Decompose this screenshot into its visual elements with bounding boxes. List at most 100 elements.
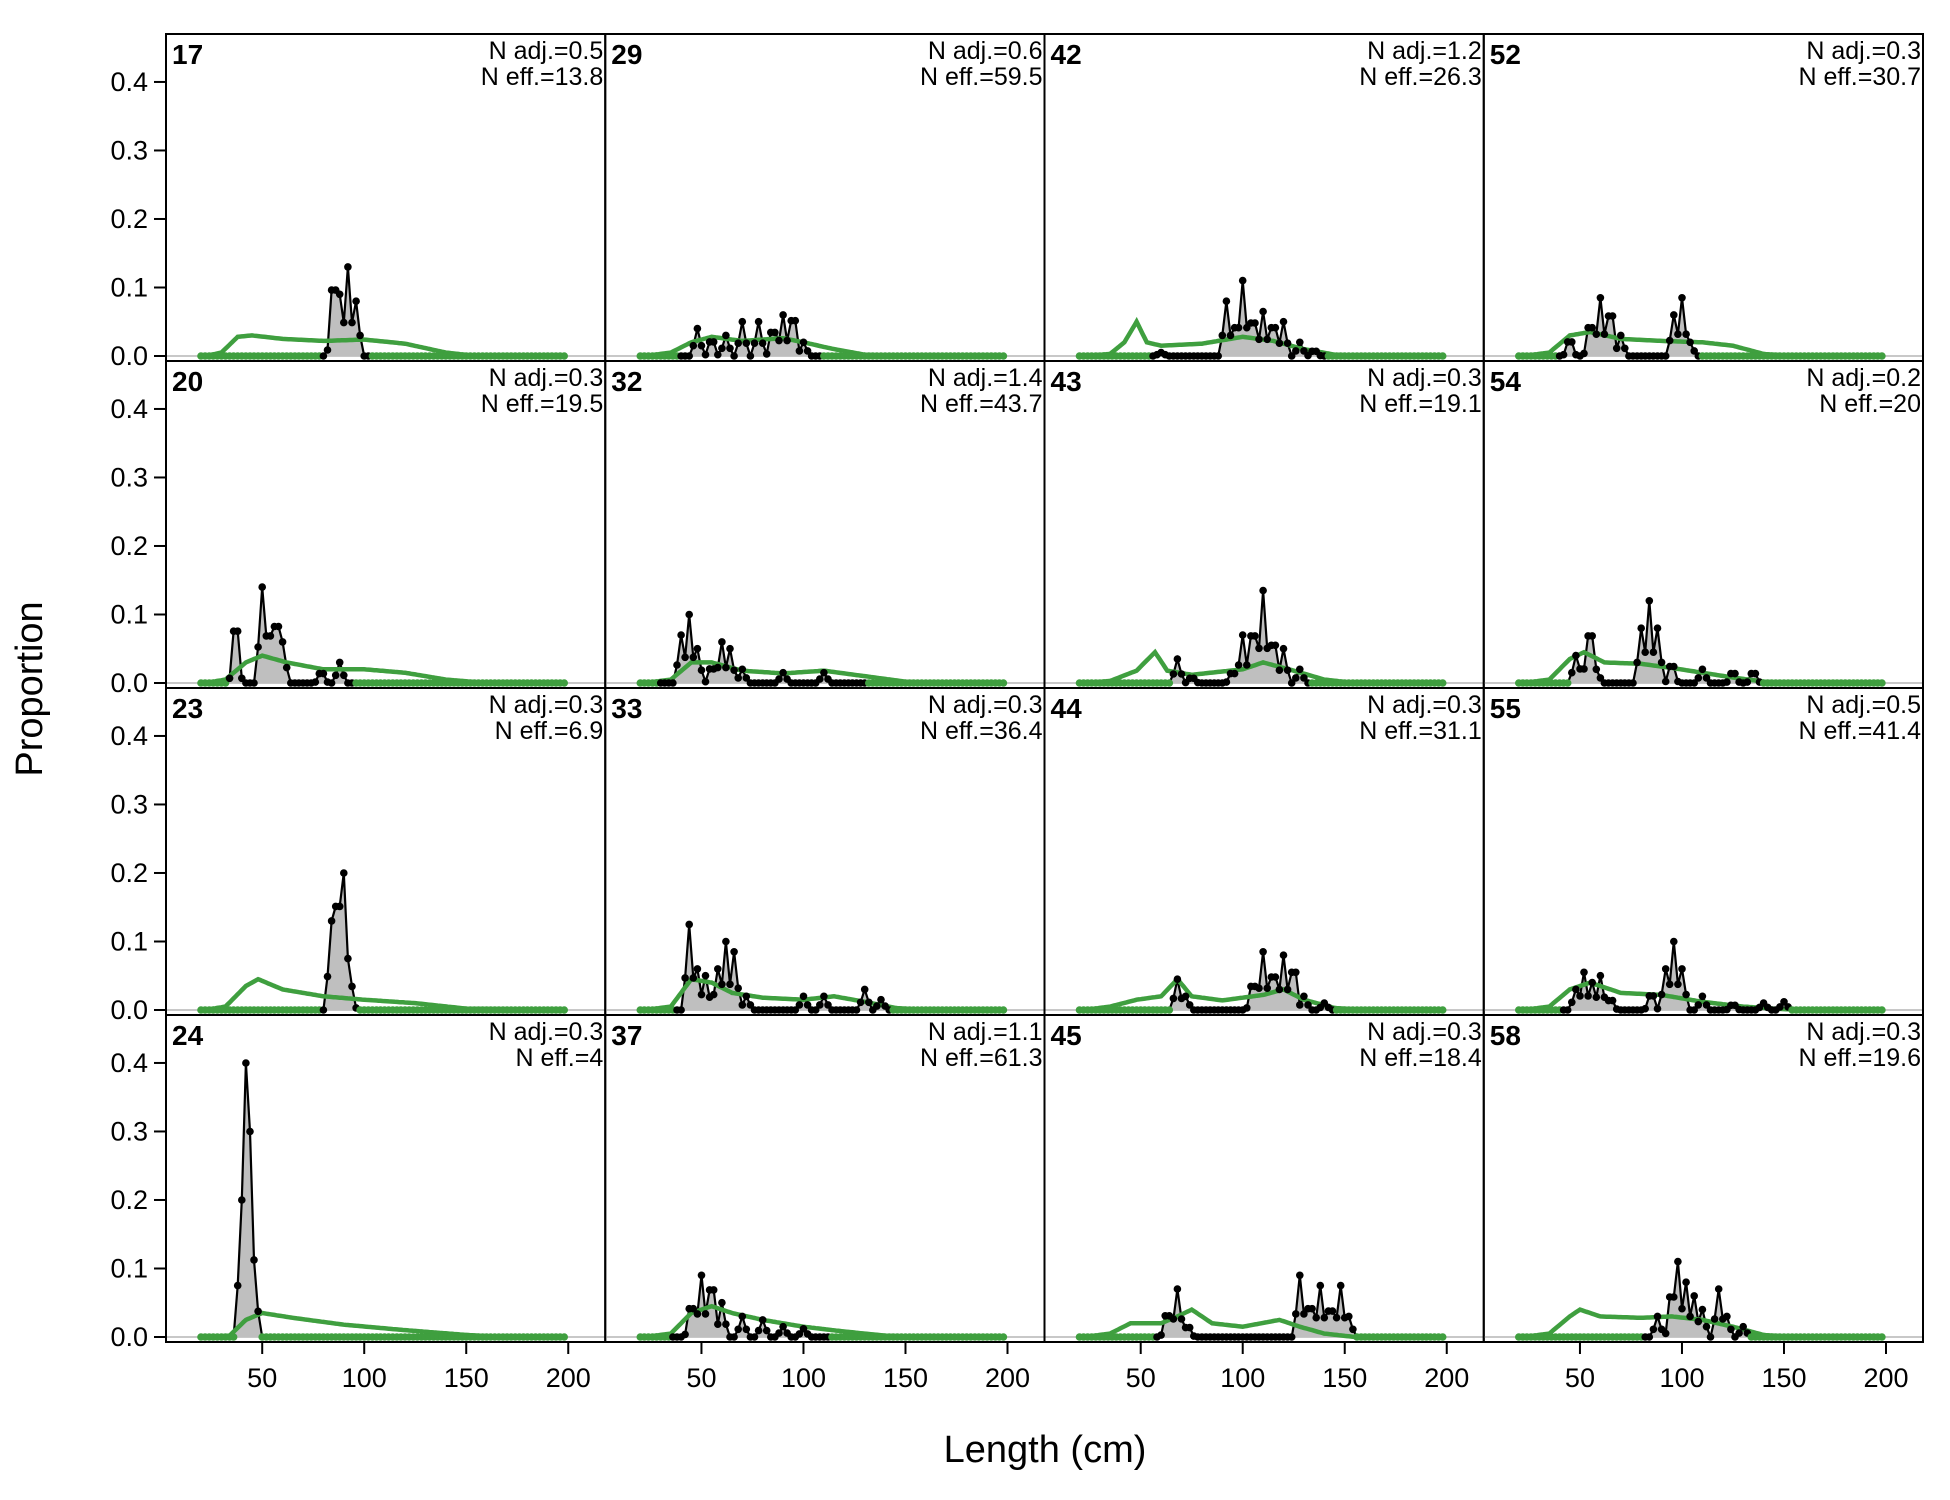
observed-point [1657,990,1666,999]
y-tick-label: 0.1 [110,1253,148,1283]
observed-point [856,998,865,1007]
observed-point [697,1271,706,1280]
observed-point [1185,1323,1194,1332]
observed-point [282,663,291,672]
y-tick-label: 0.4 [110,721,148,751]
observed-point [1438,352,1447,360]
observed-point [999,352,1008,360]
observed-point [1279,317,1288,326]
observed-point [758,1316,767,1324]
observed-point [1275,339,1284,348]
observed-point [771,328,779,337]
observed-area [201,1063,565,1337]
observed-point [560,679,568,687]
observed-point [709,338,718,346]
observed-point [560,1006,568,1014]
observed-point [266,632,275,640]
observed-line [1079,1275,1443,1339]
observed-point [701,350,710,359]
observed-area [640,924,1004,1010]
panel-id-label: 20 [172,366,203,397]
observed-area [1518,600,1882,683]
observed-point [714,350,722,359]
observed-point [1702,674,1711,682]
observed-point [1588,632,1596,640]
panel-id-label: 44 [1051,693,1083,724]
observed-point [1641,1004,1649,1013]
observed-point [1723,1312,1731,1321]
observed-point [1296,665,1304,674]
observed-point [742,1325,751,1334]
observed-point [1649,1325,1658,1334]
observed-point [1690,1006,1698,1014]
observed-point [779,668,787,677]
observed-point [1230,669,1239,678]
observed-point [1287,679,1296,687]
observed-point [1678,1304,1686,1313]
panel-frame [1482,1014,1924,1343]
observed-point [1661,677,1670,686]
observed-point [229,1333,238,1341]
panel-23: 23 N adj.=0.3N eff.=6.9 [165,687,607,1016]
observed-point [1731,669,1739,678]
observed-point [701,677,710,686]
observed-point [1694,1317,1703,1326]
observed-point [1702,1001,1711,1009]
observed-point [734,339,742,348]
observed-point [1218,331,1227,340]
n-adj-label: N adj.=1.2 [1367,37,1482,65]
x-tick-label: 150 [1761,1363,1806,1393]
panel-44: 44 N adj.=0.3N eff.=31.1 [1043,687,1485,1016]
observed-points [197,869,568,1014]
observed-point [238,1196,246,1204]
x-tick-label: 200 [985,1363,1030,1393]
observed-point [738,317,747,326]
observed-point [714,663,722,672]
observed-point [673,661,681,669]
observed-point [1568,338,1576,346]
observed-point [1292,968,1300,977]
observed-point [795,1330,804,1338]
panel-17: 17 N adj.=0.5N eff.=13.8 [165,33,607,362]
observed-point [1621,344,1629,353]
observed-point [1169,994,1178,1003]
observed-point [1612,344,1621,353]
x-tick-label: 100 [1659,1363,1704,1393]
observed-point [1629,679,1637,687]
panel-37: 37 N adj.=1.1N eff.=61.3 [604,1014,1046,1343]
x-tick-label: 200 [546,1363,591,1393]
observed-point [1727,1325,1735,1334]
observed-point [1686,338,1694,347]
observed-point [775,1329,783,1337]
observed-point [1674,980,1682,989]
observed-point [799,992,808,1001]
observed-point [795,1001,804,1009]
y-tick-label: 0.1 [110,599,148,629]
observed-point [1665,980,1674,989]
observed-point [1312,1313,1320,1322]
observed-point [681,1330,689,1339]
observed-point [824,1001,832,1009]
observed-point [1300,992,1308,1001]
n-eff-label: N eff.=4 [515,1044,603,1072]
observed-point [681,974,689,982]
observed-point [1283,666,1292,674]
observed-point [1255,335,1263,344]
observed-point [730,948,738,956]
n-eff-label: N eff.=31.1 [1359,717,1482,745]
observed-point [1674,1257,1682,1266]
observed-point [734,674,742,682]
observed-point [1251,632,1259,640]
observed-point [697,666,706,674]
observed-line [1518,297,1882,358]
observed-point [1296,1001,1304,1009]
observed-point [1637,624,1645,632]
n-eff-label: N eff.=19.1 [1359,390,1482,418]
observed-point [340,318,348,327]
observed-point [1694,1001,1703,1009]
observed-point [233,1281,242,1290]
observed-point [999,1333,1008,1341]
observed-point [865,998,873,1007]
panel-id-label: 58 [1490,1020,1521,1051]
